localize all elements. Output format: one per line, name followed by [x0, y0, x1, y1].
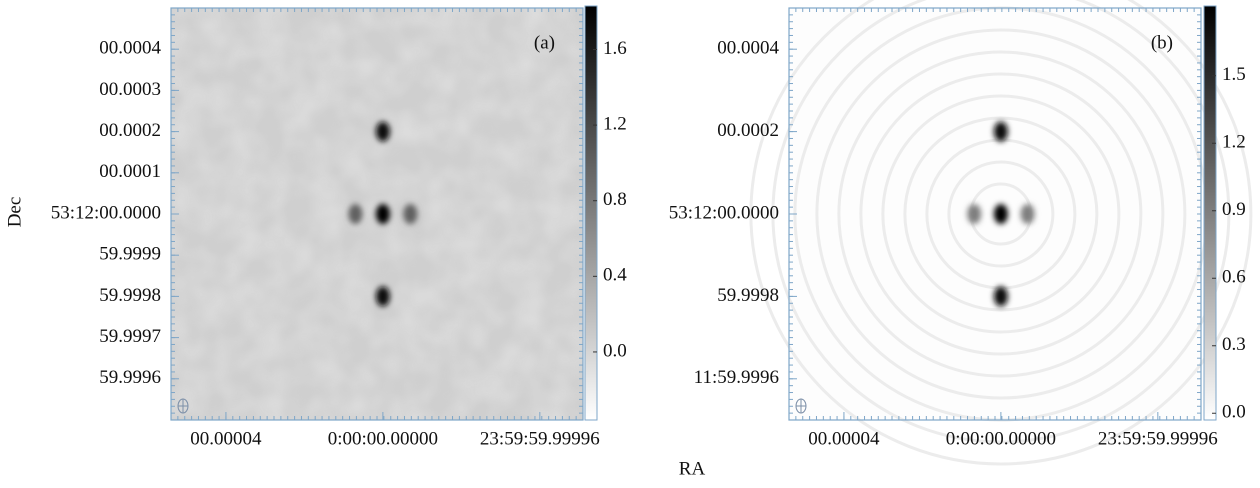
x-axis-label: RA — [679, 458, 706, 479]
x-tick-label: 00.00004 — [190, 428, 262, 449]
y-tick-label: 00.0001 — [99, 161, 161, 182]
ring — [771, 0, 1231, 444]
x-tick-label: 23:59:59.99996 — [480, 428, 600, 449]
source — [375, 204, 390, 224]
source — [375, 121, 390, 142]
source — [375, 286, 390, 307]
y-tick-label: 59.9997 — [99, 326, 161, 347]
source — [993, 286, 1008, 307]
colorbar-tick-label: 0.0 — [603, 340, 627, 361]
colorbar-tick-label: 1.6 — [603, 38, 627, 59]
ring — [859, 72, 1143, 356]
y-tick-label: 00.0002 — [99, 120, 161, 141]
colorbar-tick-label: 0.3 — [1222, 334, 1246, 355]
y-tick-label: 53:12:00.0000 — [669, 202, 779, 223]
ring — [881, 94, 1121, 334]
y-tick-label: 53:12:00.0000 — [51, 202, 161, 223]
beam — [177, 398, 189, 414]
y-tick-label: 59.9999 — [99, 244, 161, 265]
ring — [749, 0, 1253, 466]
source — [967, 204, 982, 224]
x-tick-label: 23:59:59.99996 — [1098, 428, 1218, 449]
x-tick-label: 0:00:00.00000 — [328, 428, 438, 449]
y-tick-label: 59.9998 — [717, 285, 779, 306]
x-tick-label: 00.00004 — [808, 428, 880, 449]
x-tick-label: 0:00:00.00000 — [946, 428, 1056, 449]
colorbar-tick-label: 1.2 — [603, 113, 627, 134]
ring — [903, 116, 1099, 312]
y-tick-label: 00.0002 — [717, 120, 779, 141]
ring — [947, 160, 1055, 268]
colorbar — [584, 5, 598, 421]
colorbar-tick-label: 1.2 — [1222, 132, 1246, 153]
y-tick-label: 00.0004 — [99, 38, 161, 59]
colorbar-tick-label: 0.9 — [1222, 199, 1246, 220]
y-tick-label: 00.0004 — [717, 38, 779, 59]
colorbar — [1203, 5, 1217, 421]
y-tick-label: 59.9996 — [99, 367, 161, 388]
ring — [815, 28, 1187, 400]
y-tick-label: 11:59.9996 — [694, 367, 779, 388]
y-tick-label: 59.9998 — [99, 285, 161, 306]
panel-annotation: (a) — [534, 32, 555, 53]
colorbar-tick-label: 0.0 — [1222, 402, 1246, 423]
beam — [795, 398, 807, 414]
source — [993, 121, 1008, 142]
colorbar-tick-label: 0.4 — [603, 265, 627, 286]
colorbar-tick-label: 1.5 — [1222, 64, 1246, 85]
source — [993, 204, 1008, 224]
panel-annotation: (b) — [1151, 32, 1173, 53]
y-tick-label: 00.0003 — [99, 79, 161, 100]
y-axis-label: Dec — [4, 197, 25, 228]
ring — [837, 50, 1165, 378]
source — [1020, 204, 1035, 224]
source — [348, 204, 363, 224]
source — [403, 204, 418, 224]
colorbar-tick-label: 0.6 — [1222, 267, 1246, 288]
colorbar-tick-label: 0.8 — [603, 189, 627, 210]
